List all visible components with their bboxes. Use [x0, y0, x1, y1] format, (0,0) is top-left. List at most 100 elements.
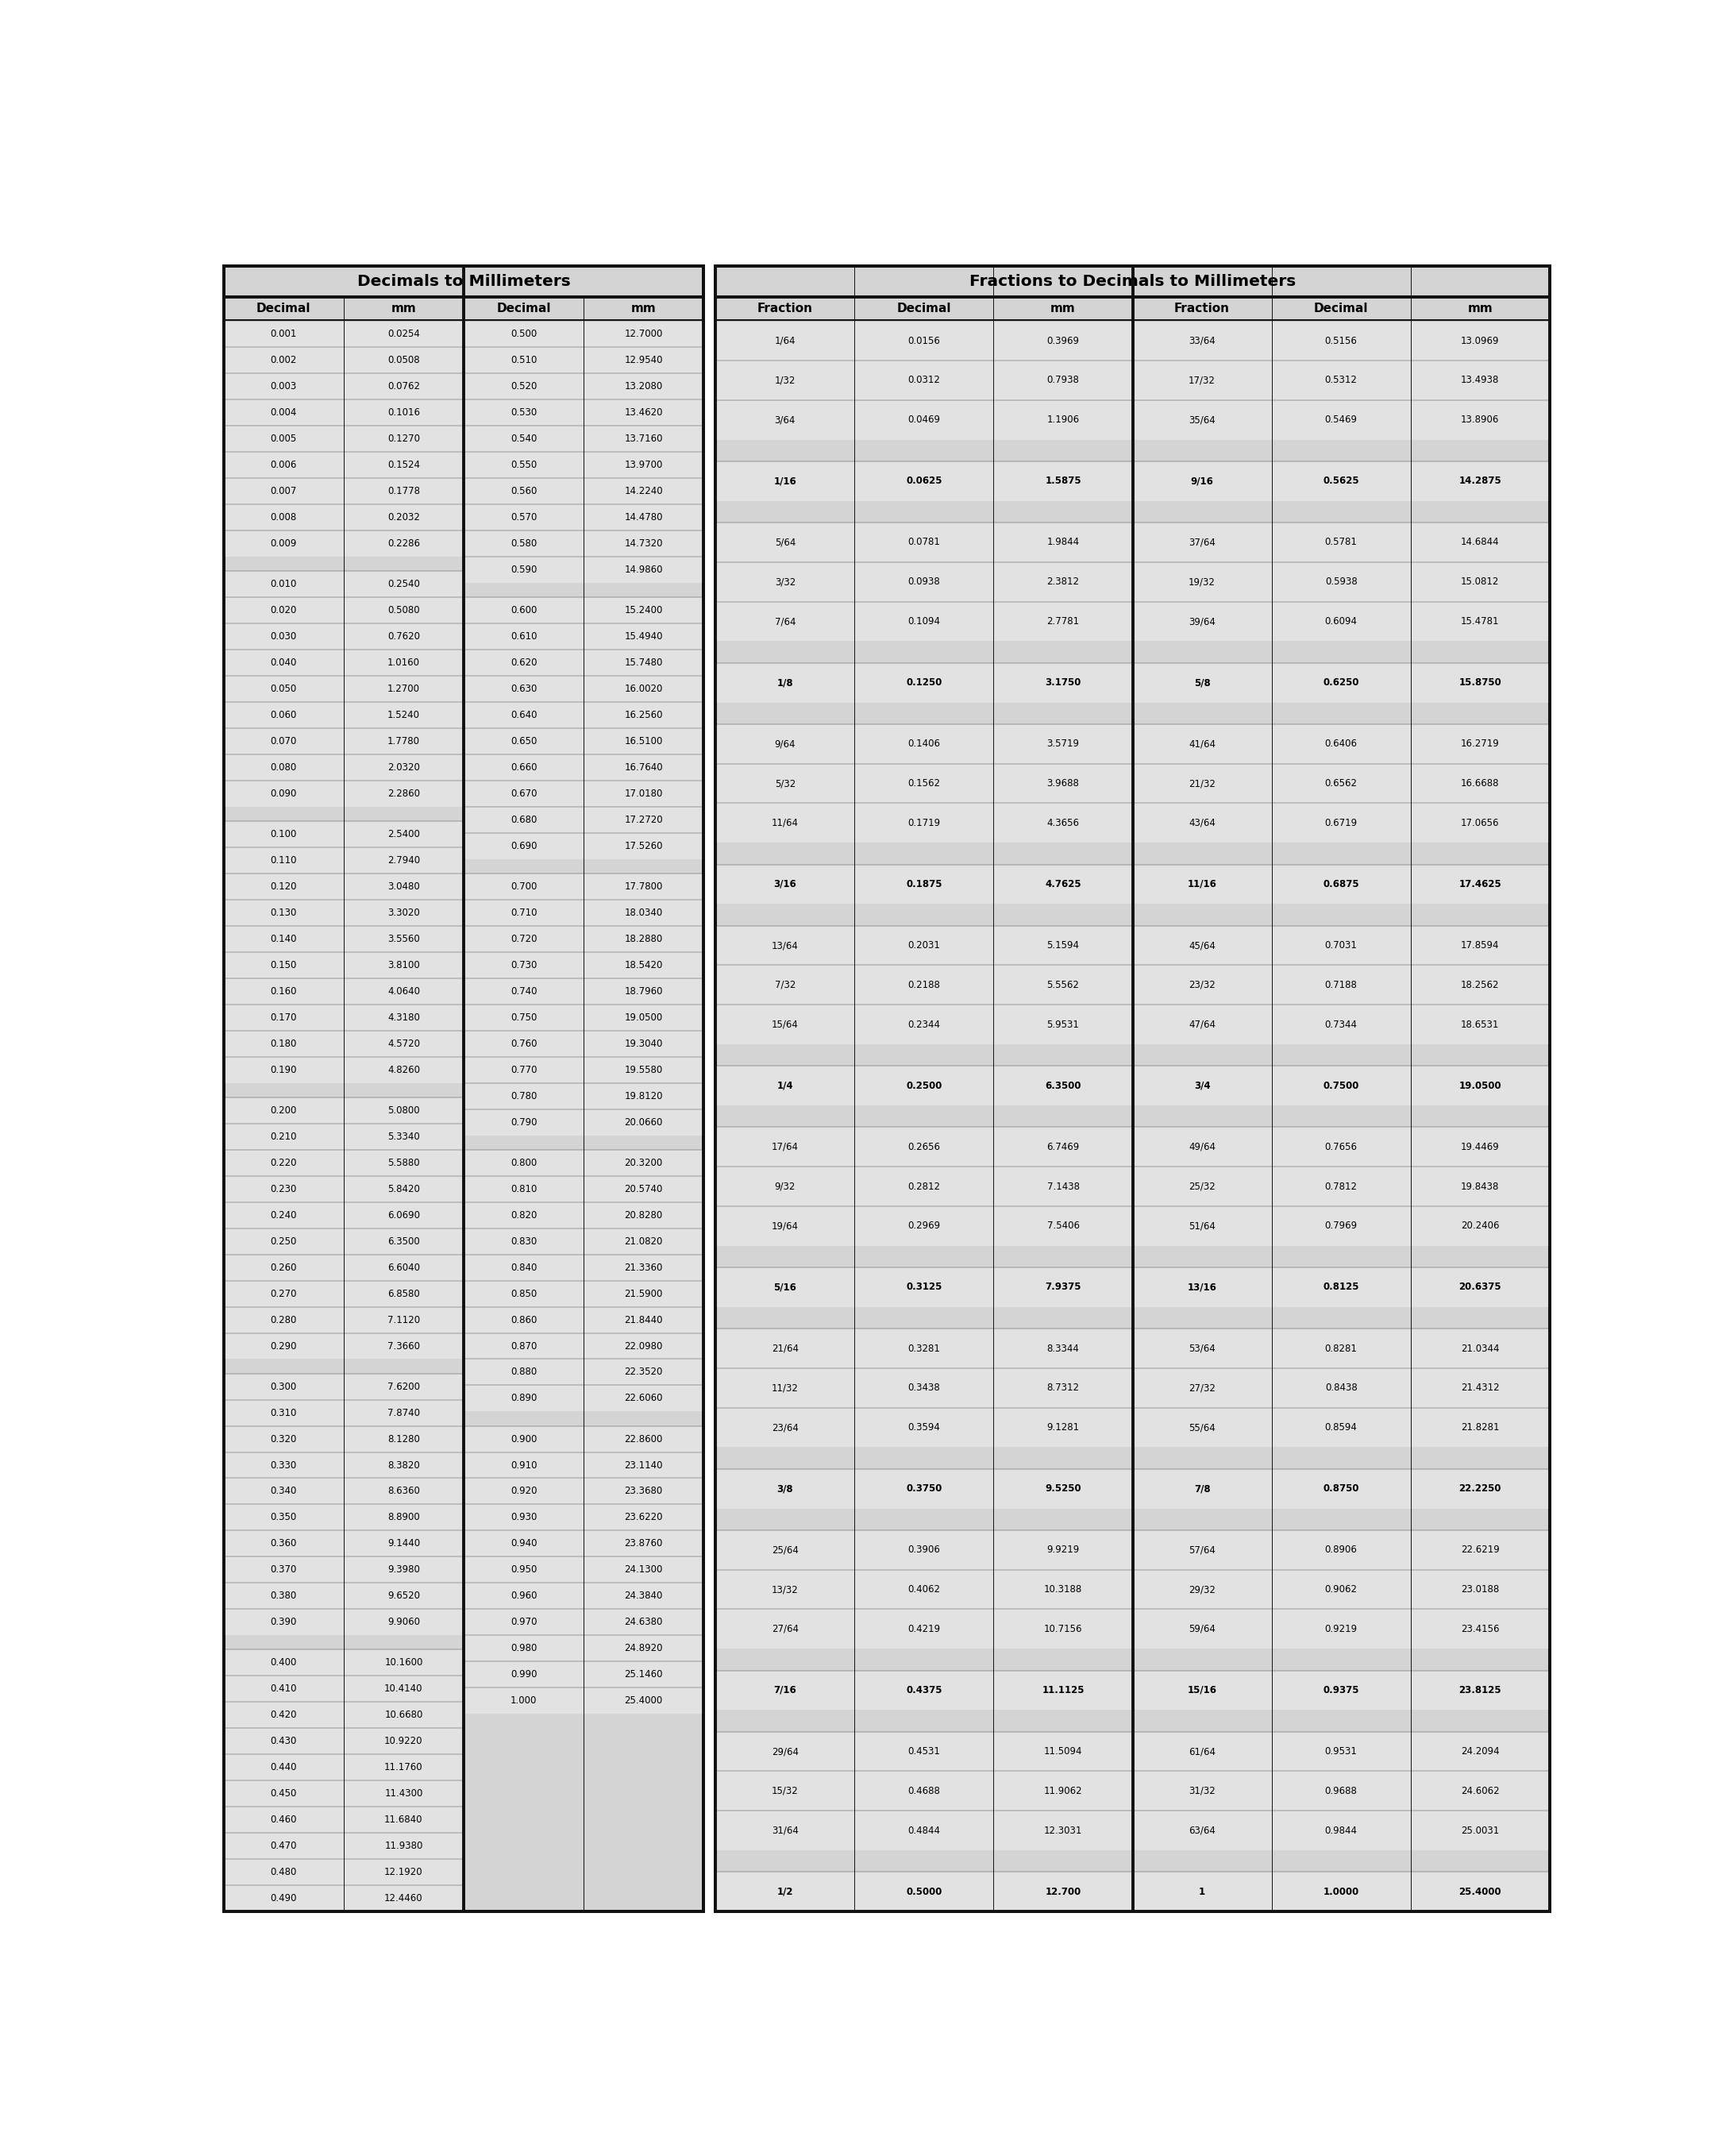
Text: 21.3360: 21.3360: [625, 1261, 663, 1272]
Text: 0.810: 0.810: [510, 1184, 536, 1194]
Bar: [223, 505, 464, 530]
Text: 7/32: 7/32: [775, 979, 796, 990]
Text: 5.3340: 5.3340: [388, 1132, 420, 1143]
Text: 8.6360: 8.6360: [388, 1485, 420, 1496]
Bar: [716, 1608, 1550, 1649]
Bar: [716, 1205, 1550, 1246]
Text: 24.8920: 24.8920: [625, 1643, 663, 1654]
Bar: [464, 832, 704, 858]
Text: 0.920: 0.920: [510, 1485, 536, 1496]
Text: 0.7620: 0.7620: [388, 632, 420, 642]
Text: 0.008: 0.008: [270, 513, 298, 522]
Text: 0.790: 0.790: [510, 1117, 536, 1128]
Text: 7/16: 7/16: [773, 1686, 796, 1695]
Text: 35/64: 35/64: [1189, 414, 1216, 425]
Text: 13.4938: 13.4938: [1460, 375, 1500, 386]
Text: 23.4156: 23.4156: [1460, 1623, 1500, 1634]
Text: 1.7780: 1.7780: [388, 735, 420, 746]
Text: 0.9375: 0.9375: [1323, 1686, 1360, 1695]
Bar: [223, 571, 464, 597]
Text: 0.8594: 0.8594: [1325, 1423, 1358, 1432]
Bar: [223, 1675, 464, 1701]
Text: 17.5260: 17.5260: [625, 841, 663, 852]
Text: 0.070: 0.070: [270, 735, 298, 746]
Text: 1/64: 1/64: [775, 336, 796, 345]
Text: 8.1280: 8.1280: [388, 1434, 420, 1445]
Text: 0.8125: 0.8125: [1323, 1283, 1360, 1291]
Text: 2.0320: 2.0320: [388, 763, 420, 772]
Text: 11.9380: 11.9380: [384, 1841, 422, 1852]
Text: 1.5875: 1.5875: [1045, 476, 1081, 487]
Text: 1/2: 1/2: [777, 1886, 794, 1897]
Text: 0.4844: 0.4844: [908, 1826, 941, 1835]
Bar: [716, 1772, 1550, 1811]
Text: 0.110: 0.110: [270, 856, 298, 865]
Bar: [464, 806, 704, 832]
Text: 16.0020: 16.0020: [625, 683, 663, 694]
Text: 10.6680: 10.6680: [384, 1710, 422, 1720]
Text: 0.680: 0.680: [510, 815, 536, 826]
Bar: [464, 755, 704, 780]
Text: 1.9844: 1.9844: [1047, 537, 1080, 548]
Text: mm: mm: [391, 302, 417, 315]
Bar: [223, 1255, 464, 1281]
Text: Fraction: Fraction: [1175, 302, 1230, 315]
Text: 24.2094: 24.2094: [1460, 1746, 1500, 1757]
Text: 23/64: 23/64: [772, 1423, 799, 1432]
Text: 0.370: 0.370: [270, 1565, 298, 1576]
Bar: [716, 461, 1550, 500]
Text: 0.210: 0.210: [270, 1132, 298, 1143]
Text: 6.0690: 6.0690: [388, 1210, 420, 1220]
Text: 0.005: 0.005: [270, 433, 298, 444]
Text: 13.0969: 13.0969: [1460, 336, 1500, 345]
Text: 0.2812: 0.2812: [908, 1181, 941, 1192]
Text: 0.3594: 0.3594: [908, 1423, 941, 1432]
Text: 0.950: 0.950: [510, 1565, 536, 1576]
Bar: [464, 1451, 704, 1479]
Bar: [716, 1731, 1550, 1772]
Text: 11/16: 11/16: [1187, 880, 1216, 888]
Bar: [223, 925, 464, 953]
Bar: [223, 1858, 464, 1884]
Bar: [223, 1755, 464, 1781]
Text: 10.3188: 10.3188: [1043, 1585, 1083, 1595]
Text: mm: mm: [1050, 302, 1076, 315]
Text: 1/32: 1/32: [775, 375, 796, 386]
Text: 15.2400: 15.2400: [625, 606, 663, 614]
Text: 5.5562: 5.5562: [1047, 979, 1080, 990]
Bar: [223, 623, 464, 649]
Text: 5/32: 5/32: [775, 778, 796, 789]
Text: 18.6531: 18.6531: [1460, 1020, 1500, 1031]
Bar: [223, 1229, 464, 1255]
Text: 20.5740: 20.5740: [625, 1184, 663, 1194]
Text: 0.530: 0.530: [510, 407, 536, 418]
Text: 33/64: 33/64: [1189, 336, 1216, 345]
Text: 0.6094: 0.6094: [1325, 617, 1358, 627]
Text: 8.8900: 8.8900: [388, 1511, 420, 1522]
Text: 0.430: 0.430: [270, 1736, 298, 1746]
Text: 14.2875: 14.2875: [1458, 476, 1502, 487]
Text: 15/32: 15/32: [772, 1785, 799, 1796]
Text: 25.1460: 25.1460: [625, 1669, 663, 1680]
Bar: [464, 703, 704, 729]
Bar: [223, 1701, 464, 1729]
Text: 13.2080: 13.2080: [625, 382, 663, 392]
Text: 22.6060: 22.6060: [625, 1393, 663, 1404]
Text: 0.890: 0.890: [510, 1393, 536, 1404]
Text: 17.0180: 17.0180: [625, 789, 663, 798]
Bar: [464, 1479, 704, 1505]
Text: 9.9219: 9.9219: [1047, 1546, 1080, 1554]
Bar: [223, 1175, 464, 1203]
Bar: [464, 899, 704, 925]
Text: 1.1906: 1.1906: [1047, 414, 1080, 425]
Text: 9.9060: 9.9060: [388, 1617, 420, 1628]
Text: 16.5100: 16.5100: [625, 735, 663, 746]
Text: 0.700: 0.700: [510, 882, 536, 893]
Text: 23.6220: 23.6220: [625, 1511, 663, 1522]
Text: 17.7800: 17.7800: [625, 882, 663, 893]
Text: 14.4780: 14.4780: [625, 513, 663, 522]
Bar: [716, 265, 1550, 298]
Bar: [464, 1255, 704, 1281]
Text: 13/64: 13/64: [772, 940, 799, 951]
Text: 19/32: 19/32: [1189, 576, 1216, 586]
